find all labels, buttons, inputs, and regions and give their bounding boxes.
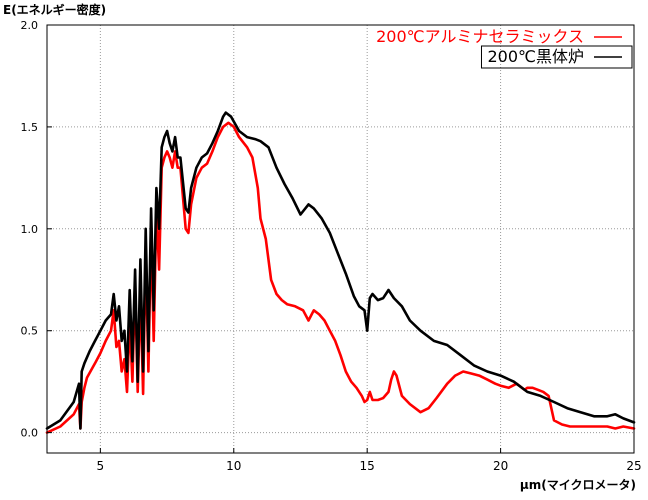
x-tick-label: 15: [360, 459, 375, 473]
y-tick-label: 0.5: [21, 325, 39, 338]
legend-label-alumina-ceramics: 200℃アルミナセラミックス: [376, 27, 584, 46]
y-tick-label: 1.5: [21, 121, 39, 134]
legend-label-blackbody-furnace: 200℃黒体炉: [487, 47, 584, 66]
y-axis-label: E(エネルギー密度): [3, 3, 107, 17]
x-tick-label: 5: [97, 459, 105, 473]
y-tick-label: 2.0: [21, 19, 39, 32]
plot-frame: [46, 24, 635, 454]
x-axis-label: μm(マイクロメータ): [519, 478, 636, 492]
plot-background: [47, 25, 634, 453]
legend-box: [480, 45, 633, 69]
x-tick-label: 10: [226, 459, 241, 473]
y-tick-label: 1.0: [21, 223, 39, 236]
y-tick-label: 0.0: [21, 427, 39, 440]
x-tick-label: 25: [626, 459, 641, 473]
series-line-blackbody-furnace: [45, 111, 636, 430]
x-tick-label: 20: [493, 459, 508, 473]
plot-layer: 5 10 15 20 25 0.0 0.5 1.0 1.5 2.0 200℃アルミナセラミックス20…: [21, 19, 642, 473]
